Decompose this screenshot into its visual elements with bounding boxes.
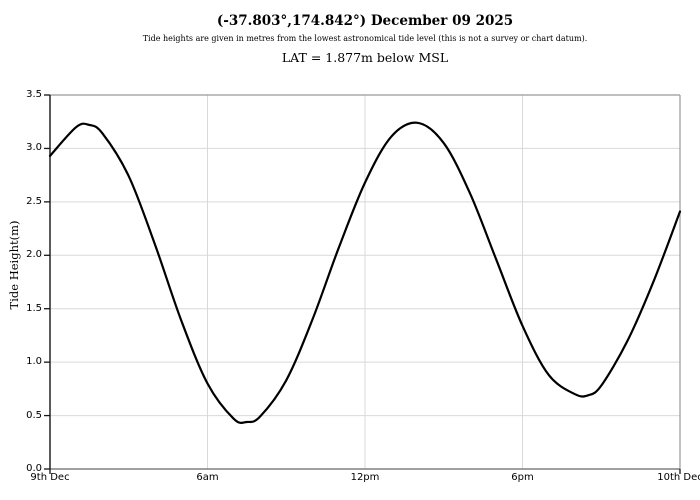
y-tick-label: 3.0 <box>26 142 42 154</box>
y-tick-label: 1.5 <box>26 302 42 314</box>
lat-datum-note: LAT = 1.877m below MSL <box>281 50 449 65</box>
x-tick-label: 6am <box>196 472 219 483</box>
tide-height-curve <box>48 121 682 425</box>
x-tick-label: 6pm <box>511 472 534 483</box>
y-tick-label: 1.0 <box>26 356 42 368</box>
y-tick-label: 0.5 <box>26 409 42 421</box>
chart-subtitle: Tide heights are given in metres from th… <box>142 34 588 43</box>
y-tick-label: 2.5 <box>26 195 42 207</box>
y-tick-label: 3.5 <box>26 89 42 100</box>
y-tick-label: 0.0 <box>26 463 42 474</box>
chart-title: (-37.803°,174.842°) December 09 2025 <box>216 13 514 29</box>
x-tick-label: 10th Dec <box>657 472 700 483</box>
y-tick-label: 2.0 <box>26 249 42 261</box>
x-tick-label: 12pm <box>350 472 380 483</box>
x-tick-label: 9th Dec <box>30 472 70 483</box>
